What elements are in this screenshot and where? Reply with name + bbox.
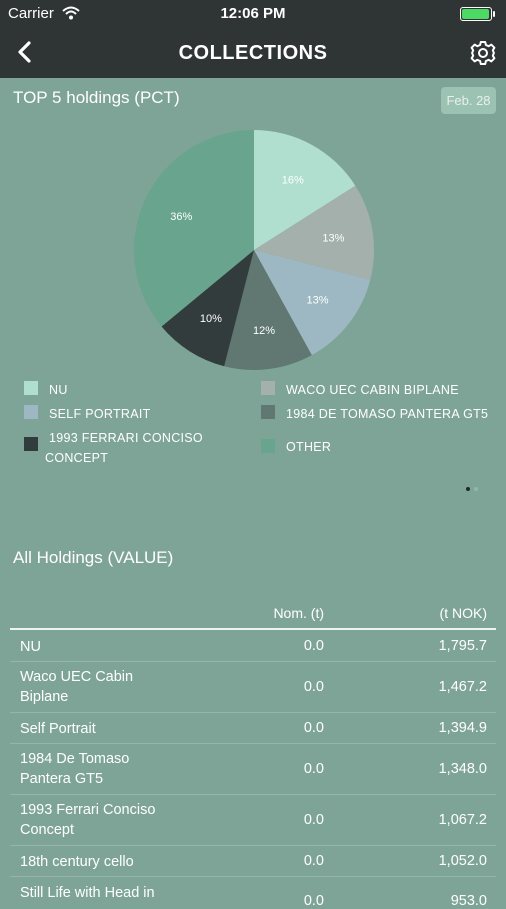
pie-slice-other[interactable] [134,130,254,327]
holding-nominal: 0.0 [303,720,324,736]
holding-nominal: 0.0 [303,893,324,909]
holding-value: 1,067.2 [438,812,487,828]
legend-label-waco: WACO UEC CABIN BIPLANE [286,383,459,397]
legend-label-other: OTHER [286,440,332,454]
holding-value: 1,052.0 [438,853,487,869]
pie-slice-label: 36% [170,211,192,223]
legend-swatch-ferrari [24,437,38,451]
column-header-value: (t NOK) [439,605,487,621]
holding-nominal: 0.0 [303,638,324,654]
pie-slice-label: 10% [200,313,222,325]
page-dot [474,487,478,491]
pie-slice-label: 13% [322,232,344,244]
page-title: COLLECTIONS [178,42,328,64]
page-dot-active [466,487,470,491]
table-row[interactable]: 18th century cello 0.0 1,052.0 [0,846,506,877]
pie-slice-self-portrait[interactable] [254,250,371,356]
table-row[interactable]: Still Life with Head in 0.0 953.0 [0,877,506,909]
column-header-nominal: Nom. (t) [273,605,324,621]
row-divider [10,845,496,846]
holding-nominal: 0.0 [303,679,324,695]
legend-swatch-nu [24,381,38,395]
holding-value: 1,467.2 [438,679,487,695]
pie-chart: 16% 13% 13% 12% 10% 36% [134,130,375,370]
row-divider [10,794,496,795]
pie-slice-nu[interactable] [254,130,356,250]
pie-slice-1984-de-tomaso-pantera-gt5[interactable] [224,250,312,370]
pie-slice-waco-uec-cabin-biplane[interactable] [254,185,375,280]
holding-name: Self Portrait [20,721,96,737]
row-divider [10,661,496,662]
holding-name: 1993 Ferrari Conciso Concept [20,802,156,838]
row-divider [10,712,496,713]
legend-label-ferrari: 1993 FERRARI CONCISO CONCEPT [45,431,203,465]
legend-swatch-waco [261,381,275,395]
table-row[interactable]: Waco UEC Cabin Biplane 0.0 1,467.2 [0,662,506,713]
legend-label-self-portrait: SELF PORTRAIT [49,407,151,421]
gear-icon[interactable] [468,38,498,68]
holding-nominal: 0.0 [303,812,324,828]
holding-name: Waco UEC Cabin Biplane [20,669,134,705]
date-badge[interactable]: Feb. 28 [441,87,496,114]
carrier-label: Carrier [8,5,54,22]
table-row[interactable]: 1984 De Tomaso Pantera GT5 0.0 1,348.0 [0,744,506,795]
holding-value: 1,394.9 [438,720,487,736]
header-divider [10,628,496,630]
pie-slice-label: 13% [307,294,329,306]
holding-nominal: 0.0 [303,853,324,869]
wifi-icon [62,6,80,24]
legend-label-nu: NU [49,383,68,397]
legend-swatch-pantera [261,405,275,419]
nav-bar: COLLECTIONS [0,28,506,78]
legend-label-pantera: 1984 DE TOMASO PANTERA GT5 [286,407,489,421]
row-divider [10,876,496,877]
holding-nominal: 0.0 [303,761,324,777]
battery-icon [460,7,496,21]
table-row[interactable]: Self Portrait 0.0 1,394.9 [0,713,506,744]
holding-name: 18th century cello [20,854,134,870]
row-divider [10,743,496,744]
holding-value: 953.0 [450,893,487,909]
status-time: 12:06 PM [220,5,286,22]
holding-name: 1984 De Tomaso Pantera GT5 [20,751,130,787]
holding-name: Still Life with Head in [20,885,155,901]
holdings-section-title: All Holdings (VALUE) [13,548,174,567]
holding-value: 1,348.0 [438,761,487,777]
holding-name: NU [20,639,41,655]
status-bar: Carrier 12:06 PM [0,0,506,28]
holding-value: 1,795.7 [438,638,487,654]
pie-slice-label: 12% [253,325,275,337]
pie-slice-1993-ferrari-conciso-concept[interactable] [161,250,254,367]
pie-section-title: TOP 5 holdings (PCT) [13,88,180,107]
legend-swatch-other [261,439,275,453]
legend-swatch-self-portrait [24,405,38,419]
table-row[interactable]: NU 0.0 1,795.7 [0,631,506,662]
pie-slice-label: 16% [282,175,304,187]
back-icon[interactable] [10,38,40,68]
table-row[interactable]: 1993 Ferrari Conciso Concept 0.0 1,067.2 [0,795,506,846]
